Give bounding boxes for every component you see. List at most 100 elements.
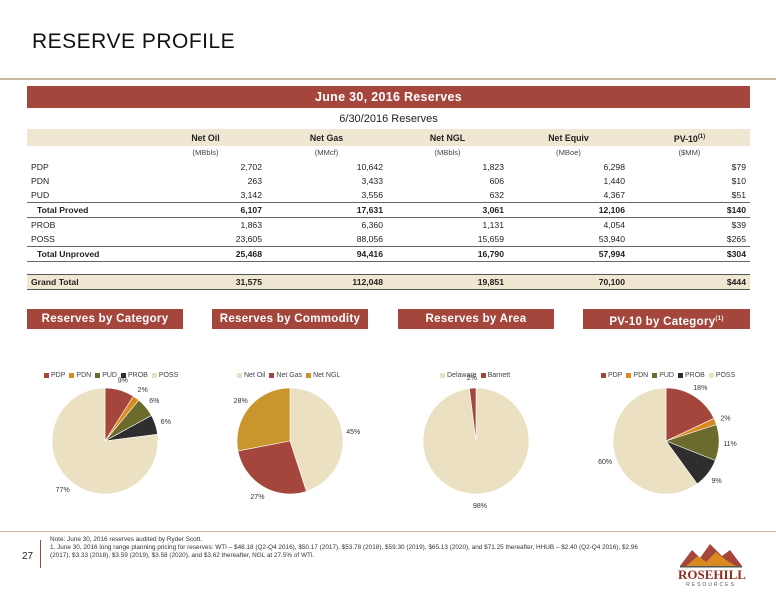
pie-data-label: 98%	[473, 503, 487, 510]
legend-item: PDP	[601, 372, 622, 379]
note-pricing: 1. June 30, 2016 long range planning pri…	[50, 544, 638, 560]
legend-label: Net NGL	[313, 372, 341, 379]
legend-item: Delaware	[440, 372, 477, 379]
note-auditor: Note: June 30, 2016 reserves audited by …	[50, 536, 203, 543]
page-number: 27	[22, 551, 34, 562]
header-net-equiv: Net Equiv	[508, 129, 629, 146]
rosehill-logo-icon	[680, 544, 742, 568]
total-row: Total Proved 6,107 17,631 3,061 12,106 $14…	[27, 202, 750, 218]
pie-reserves-by-area: 98% 2%	[422, 375, 530, 510]
legend-swatch	[151, 372, 157, 378]
legend-item: PDN	[626, 372, 648, 379]
table-row: PROB 1,863 6,360 1,131 4,054 $39	[31, 220, 746, 230]
legend-label: POSS	[715, 372, 736, 379]
chart-legend: Delaware Barnett	[440, 372, 514, 379]
legend-item: PUD	[95, 372, 117, 379]
header-net-ngl: Net NGL	[387, 129, 508, 146]
legend-item: Net Oil	[237, 372, 265, 379]
page-title: RESERVE PROFILE	[32, 30, 236, 53]
unit-net-oil: (MBbls)	[192, 148, 219, 157]
pie-data-label: 2%	[138, 387, 148, 394]
legend-label: POSS	[158, 372, 179, 379]
pie-reserves-by-category: 9%2%6%6%77%	[51, 378, 171, 495]
pie-data-label: 2%	[467, 375, 477, 382]
legend-item: PROB	[120, 372, 148, 379]
pie-data-label: 2%	[720, 415, 730, 422]
chart-legend: PDP PDN PUD PROB POSS	[601, 372, 739, 379]
pie-slice-net-oil	[289, 387, 344, 492]
legend-label: PROB	[127, 372, 148, 379]
section-reserves-by-category: Reserves by Category	[27, 309, 183, 329]
legend-swatch	[601, 372, 606, 378]
legend-swatch	[69, 372, 75, 378]
legend-label: PDP	[608, 372, 623, 379]
title-divider	[0, 78, 776, 80]
legend-item: POSS	[708, 372, 736, 379]
legend-swatch	[269, 372, 275, 378]
legend-label: Barnett	[487, 372, 511, 379]
table-row: PUD 3,142 3,556 632 4,367 $51	[31, 190, 746, 200]
legend-swatch	[237, 372, 242, 378]
section-reserves-by-area: Reserves by Area	[398, 309, 554, 329]
total-row: Total Unproved 25,468 94,416 16,790 57,994…	[27, 246, 750, 262]
legend-item: PUD	[652, 372, 674, 379]
legend-swatch	[480, 372, 486, 378]
legend-label: PDP	[51, 372, 66, 379]
legend-label: Net Oil	[244, 372, 266, 379]
pie-data-label: 18%	[693, 385, 707, 392]
legend-swatch	[708, 372, 714, 378]
table-row: PDN 263 3,433 606 1,440 $10	[31, 176, 746, 186]
pie-reserves-by-commodity: 45% 27% 28%	[234, 387, 360, 501]
pie-slice-net-gas	[237, 440, 307, 495]
footnotes: Note: June 30, 2016 reserves audited by …	[50, 536, 640, 561]
pie-data-label: 6%	[149, 398, 159, 405]
pie-slice-poss	[612, 387, 698, 495]
pie-data-label: 77%	[56, 487, 70, 494]
section-reserves-by-commodity: Reserves by Commodity	[212, 309, 368, 329]
legend-label: Net Gas	[276, 372, 303, 379]
pie-data-label: 27%	[250, 494, 264, 501]
grand-total-row: Grand Total 31,575 112,048 19,851 70,100 $…	[27, 274, 750, 290]
pie-data-label: 9%	[712, 478, 722, 485]
legend-label: Delaware	[447, 372, 477, 379]
legend-item: Net Gas	[269, 372, 302, 379]
pie-slice-barnett	[469, 387, 477, 442]
reserves-banner: June 30, 2016 Reserves	[27, 86, 750, 108]
legend-swatch	[677, 372, 683, 378]
logo-sub: RESOURCES	[686, 582, 736, 588]
unit-pv10: ($MM)	[678, 148, 701, 157]
legend-label: PUD	[102, 372, 117, 379]
pie-slice-poss	[51, 387, 159, 495]
legend-item: PDN	[69, 372, 91, 379]
unit-net-equiv: (MBoe)	[556, 148, 581, 157]
legend-label: PROB	[684, 372, 705, 379]
header-net-gas: Net Gas	[266, 129, 387, 146]
legend-item: Barnett	[480, 372, 511, 379]
legend-label: PUD	[659, 372, 674, 379]
legend-swatch	[626, 372, 632, 378]
header-net-oil: Net Oil	[145, 129, 266, 146]
pie-slice-pdp	[665, 387, 715, 442]
chart-legend: Net Oil Net Gas Net NGL	[237, 372, 344, 379]
pie-slice-net-ngl	[236, 387, 291, 452]
footer-divider	[0, 531, 776, 532]
pie-data-label: 9%	[118, 378, 128, 385]
pie-data-label: 11%	[723, 441, 737, 448]
pie-data-label: 6%	[161, 419, 171, 426]
pie-data-label: 60%	[598, 459, 612, 466]
pie-pv10-by-category: 18% 2% 11% 9% 60%	[598, 385, 737, 495]
legend-label: PDN	[76, 372, 92, 379]
table-row: PDP 2,702 10,642 1,823 6,298 $79	[31, 162, 746, 172]
reserves-table: Net Oil Net Gas Net NGL Net Equiv PV-10(…	[27, 129, 750, 290]
pie-data-label: 28%	[234, 398, 248, 405]
legend-swatch	[120, 372, 126, 378]
legend-label: PDN	[633, 372, 649, 379]
legend-swatch	[44, 372, 49, 378]
legend-item: Net NGL	[306, 372, 340, 379]
pie-data-label: 45%	[346, 429, 360, 436]
legend-swatch	[306, 372, 312, 378]
header-pv10: PV-10(1)	[629, 129, 750, 146]
unit-net-ngl: (MBbls)	[434, 148, 461, 157]
legend-swatch	[95, 372, 101, 378]
footer-bar	[40, 540, 41, 568]
